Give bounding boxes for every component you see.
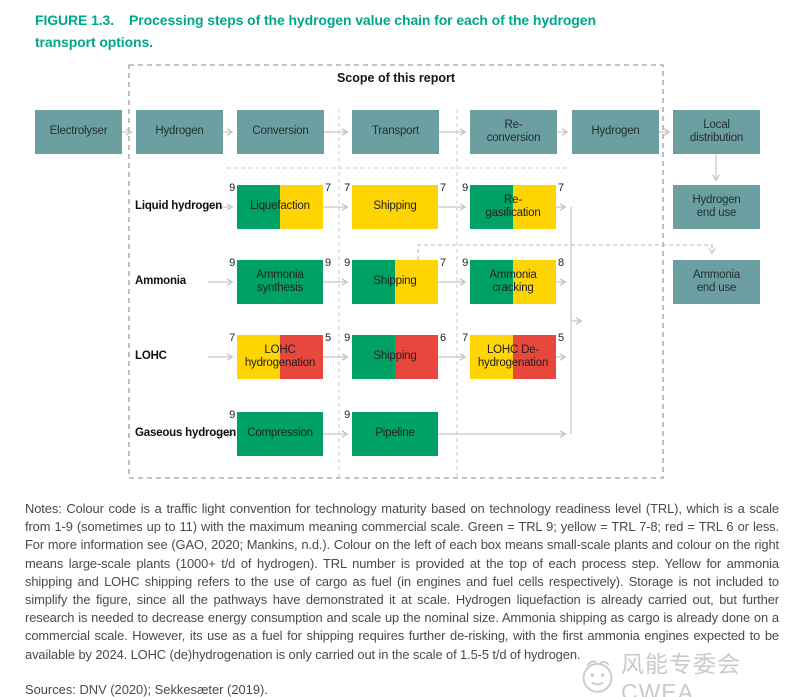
cwea-logo-icon: [582, 660, 613, 693]
trl-number-small-scale: 9: [229, 409, 235, 421]
scope-border: [128, 64, 664, 479]
figure-number: FIGURE 1.3.: [35, 12, 115, 28]
trl-number-small-scale: 9: [462, 257, 468, 269]
step-box-shipping: Shipping 9 7: [344, 257, 446, 304]
chain-box-transport-3-label: Transport: [372, 125, 419, 138]
step-box-ammonia-cracking-label: Ammonia cracking: [489, 268, 537, 295]
step-box-shipping-label: Shipping: [373, 200, 417, 213]
chain-box-hydrogen-5: Hydrogen: [572, 110, 659, 154]
trl-number-small-scale: 9: [344, 332, 350, 344]
trl-number-large-scale: 6: [440, 332, 446, 344]
figure-notes: Notes: Colour code is a traffic light co…: [25, 501, 779, 662]
trl-number-large-scale: 5: [558, 332, 564, 344]
chain-box-hydrogen-1: Hydrogen: [136, 110, 223, 154]
step-box-lohc-hydrogenation: LOHC hydrogenation 7 5: [229, 332, 331, 379]
trl-number-small-scale: 9: [229, 257, 235, 269]
chain-box-conversion-2: Conversion: [237, 110, 324, 154]
step-box-shipping-label: Shipping: [373, 275, 417, 288]
step-box-shipping: Shipping 7 7: [344, 182, 446, 229]
chain-box-electrolyser-0-label: Electrolyser: [49, 125, 108, 138]
figure-title-line1: Processing steps of the hydrogen value c…: [129, 12, 596, 28]
step-box-re-gasification-label: Re- gasification: [485, 193, 541, 220]
scope-label: Scope of this report: [336, 71, 456, 85]
trl-number-large-scale: 9: [325, 257, 331, 269]
watermark-text: 风能专委会CWEA: [620, 651, 741, 697]
trl-number-large-scale: 7: [440, 257, 446, 269]
step-box-ammonia-synthesis: Ammonia synthesis 9 9: [229, 257, 331, 304]
trl-number-small-scale: 9: [344, 257, 350, 269]
step-box-lohc-de-hydrogenation: LOHC De- hydrogenation 7 5: [462, 332, 564, 379]
chain-box-hydrogen-1-label: Hydrogen: [155, 125, 204, 138]
row-label-ammonia: Ammonia: [135, 275, 186, 287]
row-label-liquid-hydrogen: Liquid hydrogen: [135, 200, 223, 212]
column-dividers: [338, 109, 458, 477]
step-box-ammonia-synthesis-label: Ammonia synthesis: [256, 268, 304, 295]
figure-title: FIGURE 1.3. Processing steps of the hydro…: [35, 10, 757, 53]
step-box-ammonia-cracking: Ammonia cracking 9 8: [462, 257, 564, 304]
end-use-box-ammonia-label: Ammonia end use: [692, 268, 741, 295]
step-box-pipeline: Pipeline 9: [344, 409, 438, 456]
chain-box-electrolyser-0: Electrolyser: [35, 110, 122, 154]
end-use-box-hydrogen: Hydrogen end use: [673, 185, 760, 229]
trl-number-small-scale: 7: [344, 182, 350, 194]
end-use-box-ammonia: Ammonia end use: [673, 260, 760, 304]
chain-box-local-distribution-6-label: Local distribution: [689, 118, 744, 145]
trl-number-small-scale: 7: [229, 332, 235, 344]
end-use-box-hydrogen-label: Hydrogen end use: [692, 193, 741, 220]
row-label-lohc: LOHC: [135, 350, 167, 362]
step-box-compression-label: Compression: [247, 427, 313, 440]
step-box-liquefaction: Liquefaction 9 7: [229, 182, 331, 229]
step-box-shipping: Shipping 9 6: [344, 332, 446, 379]
trl-number-small-scale: 7: [462, 332, 468, 344]
trl-number-small-scale: 9: [344, 409, 350, 421]
trl-number-large-scale: 5: [325, 332, 331, 344]
chain-box-conversion-2-label: Conversion: [252, 125, 309, 138]
chain-box-re-conversion-4: Re- conversion: [470, 110, 557, 154]
trl-number-small-scale: 9: [462, 182, 468, 194]
trl-number-large-scale: 7: [325, 182, 331, 194]
trl-number-large-scale: 7: [440, 182, 446, 194]
trl-number-large-scale: 7: [558, 182, 564, 194]
step-box-shipping-label: Shipping: [373, 350, 417, 363]
step-box-compression: Compression 9: [229, 409, 323, 456]
flow-arrows: [122, 128, 720, 438]
trl-number-large-scale: 8: [558, 257, 564, 269]
chain-box-local-distribution-6: Local distribution: [673, 110, 760, 154]
row-label-gaseous-hydrogen: Gaseous hydrogen: [135, 427, 236, 439]
step-box-liquefaction-label: Liquefaction: [250, 200, 310, 213]
step-box-pipeline-label: Pipeline: [375, 427, 415, 440]
trl-number-small-scale: 9: [229, 182, 235, 194]
chain-box-hydrogen-5-label: Hydrogen: [591, 125, 640, 138]
figure-sources: Sources: DNV (2020); Sekkesæter (2019).: [25, 682, 268, 697]
watermark: 风能专委会CWEA: [578, 645, 800, 697]
chain-box-re-conversion-4-label: Re- conversion: [486, 118, 541, 145]
step-box-lohc-hydrogenation-label: LOHC hydrogenation: [244, 343, 316, 370]
step-box-lohc-de-hydrogenation-label: LOHC De- hydrogenation: [477, 343, 549, 370]
chain-box-transport-3: Transport: [352, 110, 439, 154]
figure-title-line2: transport options.: [35, 33, 153, 50]
step-box-re-gasification: Re- gasification 9 7: [462, 182, 564, 229]
